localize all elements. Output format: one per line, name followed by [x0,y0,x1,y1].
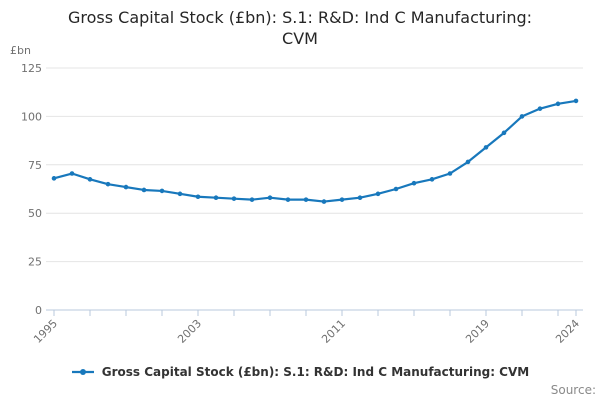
data-point[interactable] [195,194,201,200]
x-tick-label: 2003 [175,317,204,346]
data-point[interactable] [429,177,435,182]
data-point[interactable] [213,195,219,201]
data-point[interactable] [285,197,291,202]
legend: Gross Capital Stock (£bn): S.1: R&D: Ind… [0,365,600,379]
data-point[interactable] [69,171,75,176]
data-point[interactable] [51,176,57,181]
data-point[interactable] [123,184,129,190]
data-point[interactable] [573,98,579,104]
data-point[interactable] [159,188,165,194]
data-line [52,99,578,203]
chart-title-line-1: Gross Capital Stock (£bn): S.1: R&D: Ind… [67,8,533,27]
data-point[interactable] [339,197,345,202]
data-point[interactable] [501,130,507,136]
source-label: Source: [550,383,596,397]
data-point[interactable] [141,187,147,193]
y-tick-label: 75 [28,159,42,172]
data-point[interactable] [249,197,255,202]
data-point[interactable] [447,171,453,176]
chart-title: Gross Capital Stock (£bn): S.1: R&D: Ind… [0,7,600,49]
data-point[interactable] [267,195,273,201]
data-point[interactable] [483,145,489,150]
data-point[interactable] [321,199,327,204]
data-point[interactable] [303,197,309,202]
data-point[interactable] [357,195,363,201]
data-point[interactable] [177,191,183,197]
y-tick-label: 50 [28,207,42,220]
y-axis-unit-label: £bn [10,44,31,57]
data-point[interactable] [411,180,417,186]
legend-line-marker-icon [71,369,94,375]
data-point[interactable] [555,101,561,107]
data-point[interactable] [393,186,399,192]
x-tick-label: 2011 [319,317,348,346]
x-tick-label: 2024 [553,317,582,346]
y-tick-label: 100 [21,110,42,123]
legend-label: Gross Capital Stock (£bn): S.1: R&D: Ind… [101,365,530,379]
x-tick-label: 1995 [31,317,60,346]
data-point[interactable] [375,191,381,197]
data-point[interactable] [87,177,93,182]
data-point[interactable] [105,181,111,187]
chart-title-line-2: CVM [282,29,318,48]
data-point[interactable] [465,159,471,165]
data-point[interactable] [231,196,237,201]
data-point[interactable] [537,106,543,111]
data-point[interactable] [519,114,525,119]
y-tick-label: 0 [35,304,42,317]
x-tick-label: 2019 [463,317,492,346]
y-tick-label: 25 [28,256,42,269]
y-tick-label: 125 [21,62,42,75]
